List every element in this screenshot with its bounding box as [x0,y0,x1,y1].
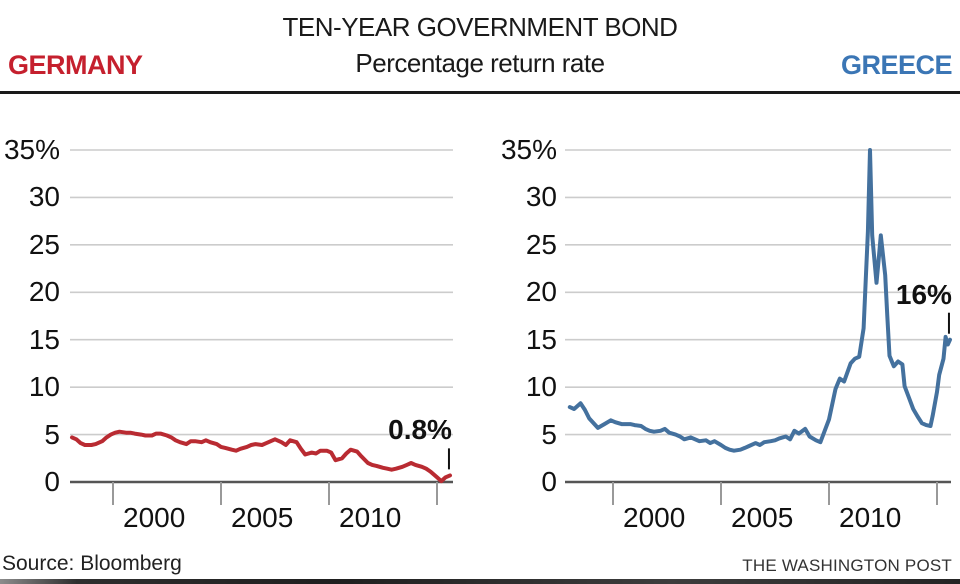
y-tick-label: 5 [541,418,557,450]
greece-panel-label: GREECE [840,50,953,80]
page-subtitle: Percentage return rate [355,48,605,78]
y-tick-label: 10 [28,371,60,403]
y-tick-label: 15 [28,323,60,355]
source-note: Source: Bloomberg [2,552,182,575]
y-tick-label: 35% [500,134,557,165]
header-divider [0,91,960,94]
y-tick-label: 5 [44,418,60,450]
y-tick-label: 35% [3,134,60,165]
y-tick-label: 20 [28,276,60,308]
y-tick-label: 30 [28,181,60,213]
page-title: TEN-YEAR GOVERNMENT BOND [282,12,678,42]
bottom-edge-strip [0,579,960,584]
x-tick-label: 2005 [231,502,294,533]
publisher-credit: THE WASHINGTON POST [742,556,952,575]
y-tick-label: 0 [44,466,60,497]
end-value-label: 0.8% [388,414,452,446]
x-tick-label: 2005 [731,502,794,533]
y-tick-label: 25 [525,228,557,260]
y-tick-label: 10 [525,371,557,403]
end-value-label: 16% [895,278,952,310]
y-tick-label: 30 [525,181,557,213]
x-tick-label: 2010 [339,502,402,533]
x-tick-label: 2000 [623,502,686,533]
germany-panel-label: GERMANY [8,50,143,80]
bond-yield-line-greece [567,148,952,453]
x-tick-label: 2010 [839,502,902,533]
x-tick-label: 2000 [123,502,186,533]
bond-yield-line-germany [70,429,452,484]
y-tick-label: 20 [525,276,557,308]
y-tick-label: 15 [525,323,557,355]
y-tick-label: 25 [28,228,60,260]
y-tick-label: 0 [541,466,557,497]
